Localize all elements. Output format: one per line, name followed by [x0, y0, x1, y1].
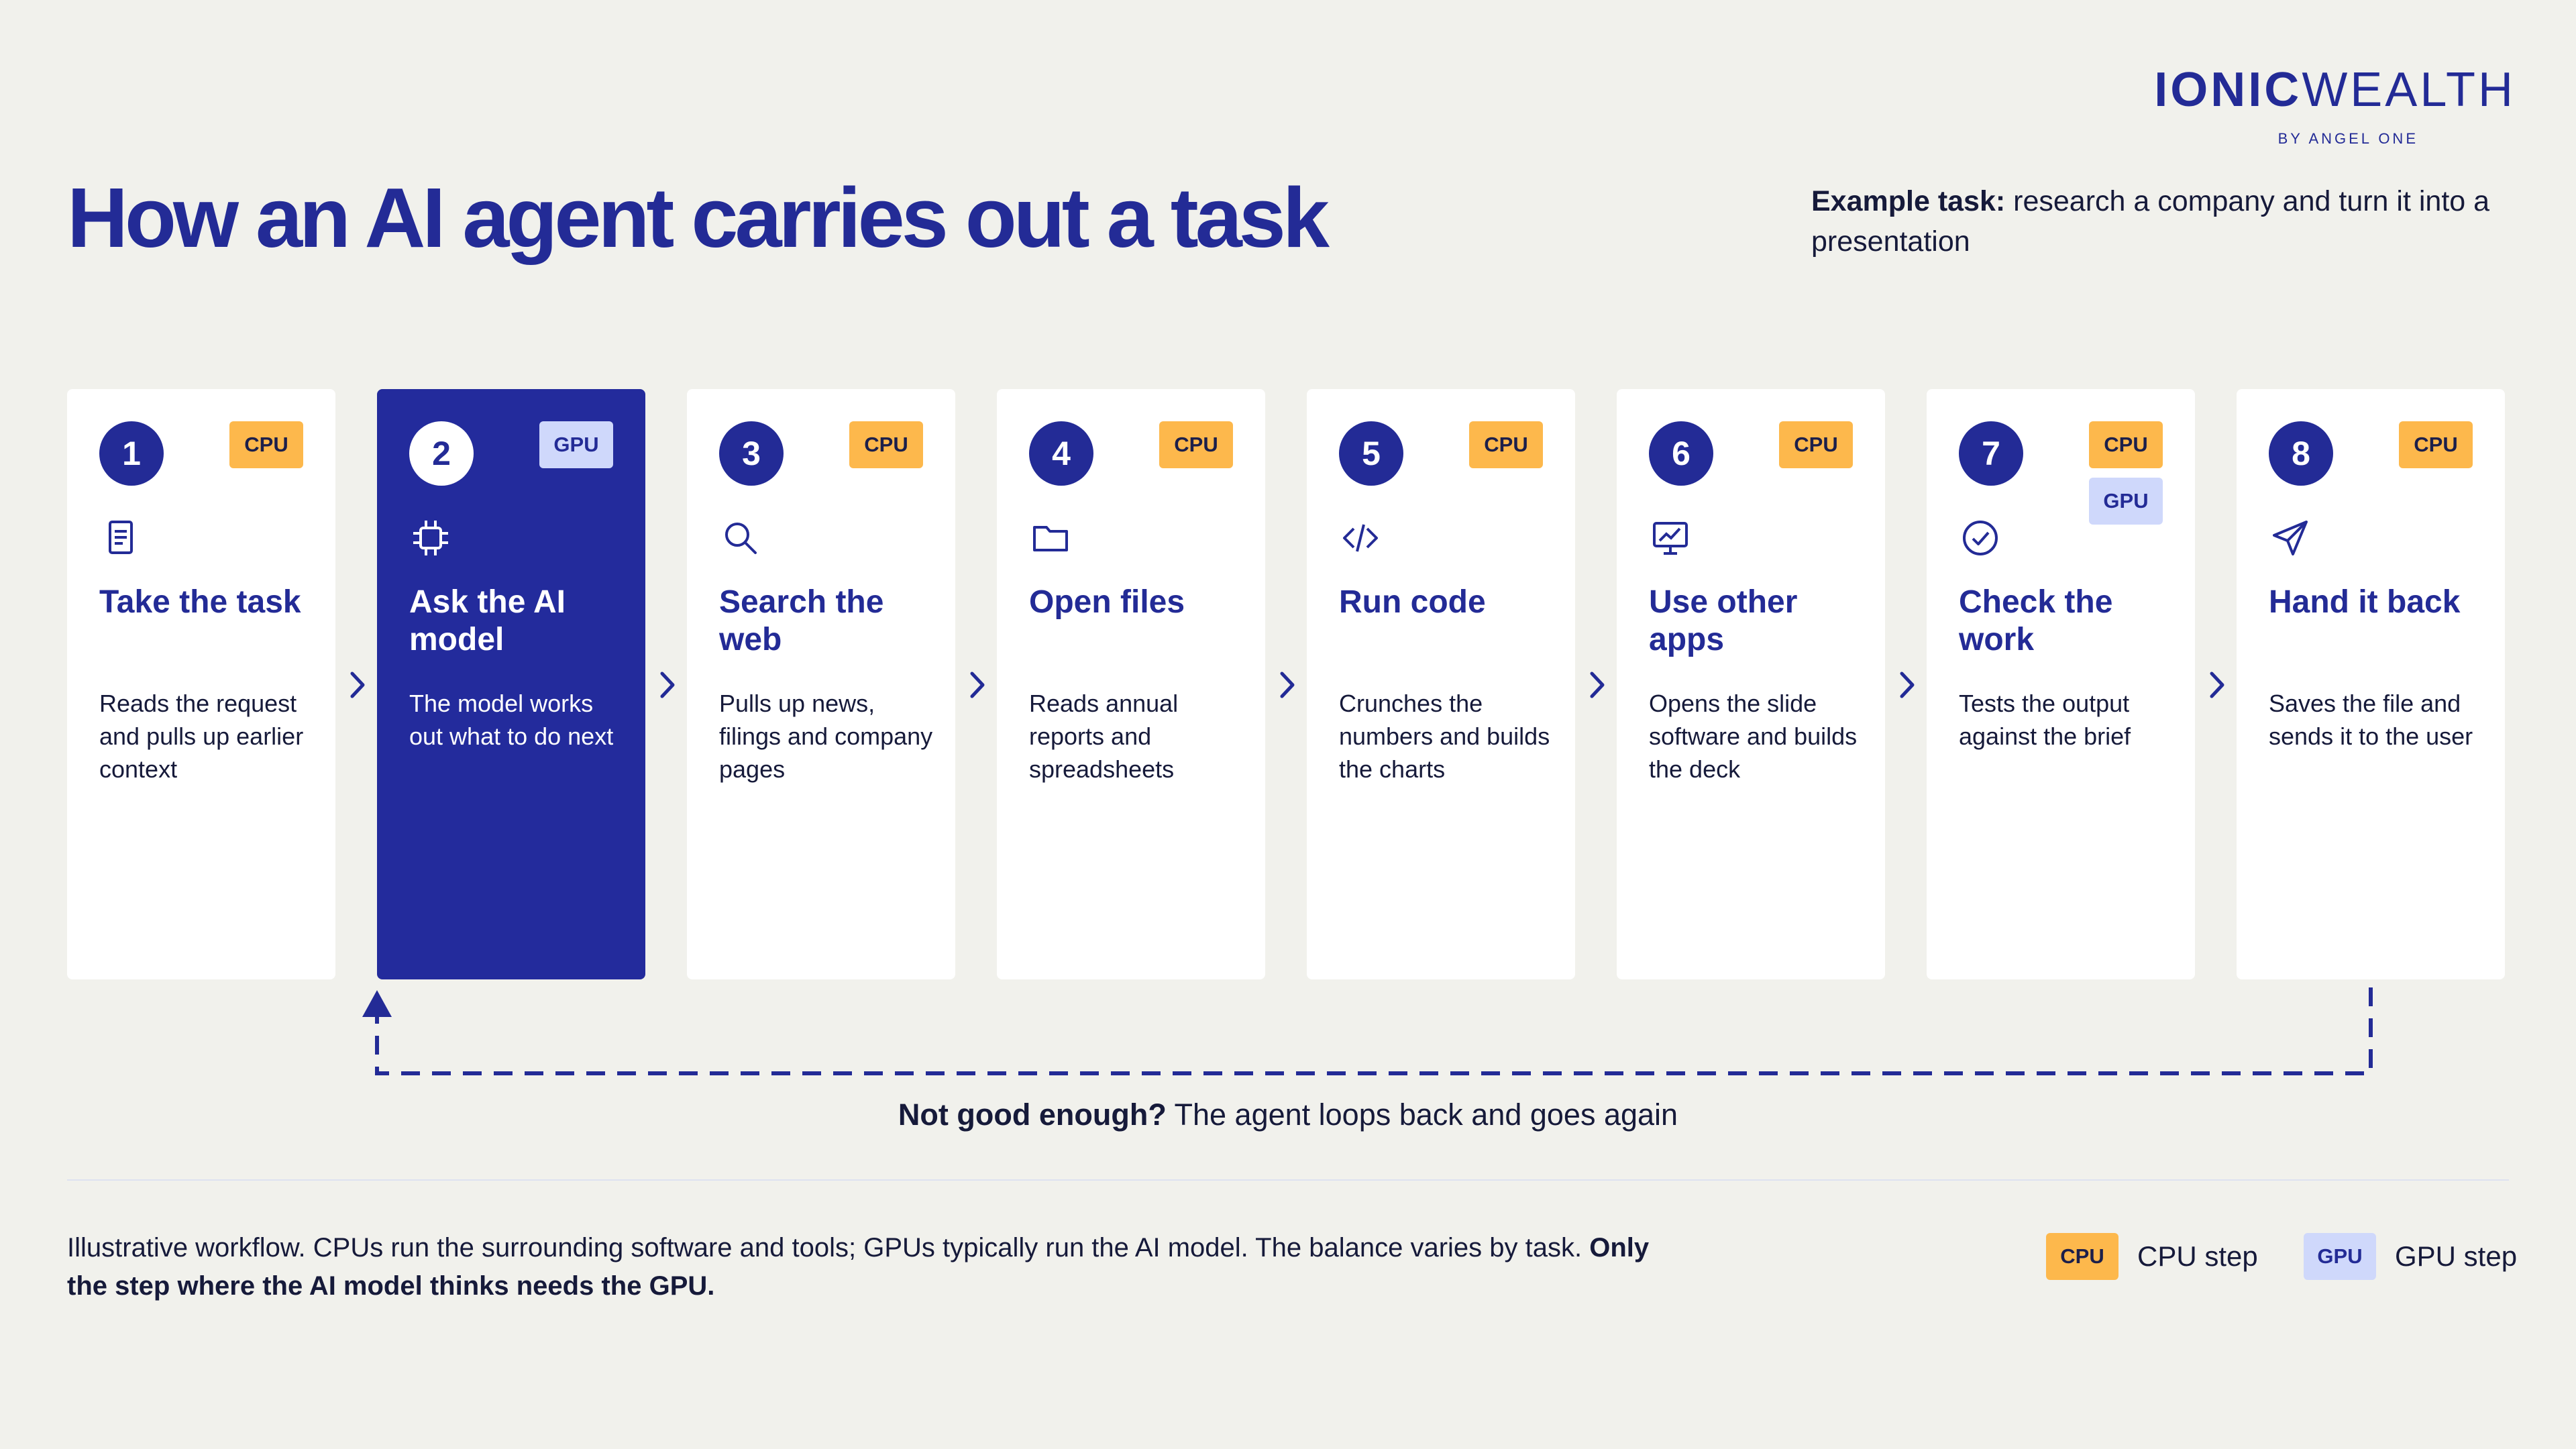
step-number: 1: [99, 421, 164, 486]
step-card-4: 4 CPU Open files Reads annual reports and s…: [997, 389, 1265, 979]
step-description: Opens the slide software and builds the …: [1649, 690, 1858, 783]
logo-subtitle: BY ANGEL ONE: [2277, 130, 2418, 147]
step-badges: GPU: [539, 421, 613, 468]
step-description: Saves the file and sends it to the user: [2269, 690, 2473, 750]
step-title: Hand it back: [2269, 584, 2461, 620]
step-badges: CPU: [849, 421, 923, 468]
step-number: 5: [1339, 421, 1403, 486]
step-badges: CPU GPU: [2089, 421, 2163, 525]
example-task-label: Example task:: [1811, 185, 2006, 217]
loop-caption-text: The agent loops back and goes again: [1166, 1097, 1678, 1132]
step-number: 6: [1649, 421, 1713, 486]
gpu-badge: GPU: [539, 421, 613, 468]
chevron-right-icon: [970, 672, 985, 698]
step-title: Take the task: [99, 584, 301, 620]
cpu-badge: CPU: [2399, 421, 2473, 468]
legend-cpu-badge: CPU: [2046, 1233, 2118, 1280]
divider: [67, 1179, 2509, 1181]
chevron-right-icon: [660, 672, 675, 698]
step-badges: CPU: [1469, 421, 1543, 468]
step-number: 4: [1029, 421, 1093, 486]
logo-main-thin: WEALTH: [2302, 63, 2516, 117]
step-description: Crunches the numbers and builds the char…: [1339, 690, 1550, 783]
example-task-text: research a company and turn it into a pr…: [1811, 185, 2490, 258]
step-number: 2: [409, 421, 474, 486]
chevron-right-icon: [1280, 672, 1295, 698]
step-description: The model works out what to do next: [409, 690, 614, 750]
step-description: Reads annual reports and spreadsheets: [1029, 690, 1179, 783]
chip-icon: [409, 517, 452, 559]
chevron-right-icon: [1590, 672, 1605, 698]
cpu-badge: CPU: [1469, 421, 1543, 468]
step-card-5: 5 CPU Run code Crunches the numbers and bui…: [1307, 389, 1575, 979]
page-title: How an AI agent carries out a task: [67, 170, 1330, 265]
step-card-2: 2 GPU Ask the AI model The model works out …: [377, 389, 645, 979]
step-number: 7: [1959, 421, 2023, 486]
step-title: Open files: [1029, 584, 1185, 620]
step-title: Check the work: [1959, 584, 2113, 657]
legend-cpu: CPU CPU step: [2046, 1233, 2258, 1280]
monitor-chart-icon: [1649, 517, 1692, 559]
logo-wordmark: IONICWEALTH: [2154, 66, 2516, 114]
document-icon: [99, 517, 142, 559]
step-card-7: 7 CPU GPU Check the work Tests the output ag…: [1927, 389, 2195, 979]
step-title: Use other apps: [1649, 584, 1798, 657]
legend-gpu-badge: GPU: [2304, 1233, 2376, 1280]
footnote-text: Illustrative workflow. CPUs run the surr…: [67, 1233, 1590, 1263]
legend-gpu-label: GPU step: [2395, 1240, 2518, 1272]
legend-gpu: GPU GPU step: [2304, 1233, 2517, 1280]
logo: IONICWEALTH BY ANGEL ONE: [2154, 66, 2516, 153]
footnote: Illustrative workflow. CPUs run the surr…: [67, 1229, 1690, 1305]
step-card-3: 3 CPU Search the web Pulls up news, filings…: [687, 389, 955, 979]
step-description: Tests the output against the brief: [1959, 690, 2131, 750]
step-description: Pulls up news, filings and company pages: [719, 690, 933, 783]
cpu-badge: CPU: [1779, 421, 1853, 468]
chevron-right-icon: [2210, 672, 2224, 698]
step-description: Reads the request and pulls up earlier c…: [99, 690, 304, 783]
step-badges: CPU: [2399, 421, 2473, 468]
loop-caption-bold: Not good enough?: [898, 1097, 1167, 1132]
cpu-badge: CPU: [229, 421, 303, 468]
chevron-right-icon: [350, 672, 365, 698]
step-card-1: 1 CPU Take the task Reads the request and p…: [67, 389, 335, 979]
step-card-8: 8 CPU Hand it back Saves the file and sends…: [2237, 389, 2505, 979]
search-icon: [719, 517, 762, 559]
check-circle-icon: [1959, 517, 2002, 559]
step-title: Run code: [1339, 584, 1486, 620]
step-card-6: 6 CPU Use other apps Opens the slide softwa…: [1617, 389, 1885, 979]
code-icon: [1339, 517, 1382, 559]
send-icon: [2269, 517, 2312, 559]
cpu-badge: CPU: [2089, 421, 2163, 468]
loop-caption: Not good enough? The agent loops back an…: [0, 1097, 2576, 1132]
step-badges: CPU: [1779, 421, 1853, 468]
step-title: Search the web: [719, 584, 884, 657]
step-badges: CPU: [1159, 421, 1233, 468]
step-number: 8: [2269, 421, 2333, 486]
chevron-right-icon: [1900, 672, 1915, 698]
logo-main-bold: IONIC: [2154, 63, 2302, 117]
example-task: Example task: research a company and tur…: [1811, 181, 2522, 262]
step-badges: CPU: [229, 421, 303, 468]
cpu-badge: CPU: [849, 421, 923, 468]
step-number: 3: [719, 421, 784, 486]
footnote-bold: Only the step where the AI model thinks …: [67, 1233, 1650, 1301]
folder-icon: [1029, 517, 1072, 559]
cpu-badge: CPU: [1159, 421, 1233, 468]
legend-cpu-label: CPU step: [2137, 1240, 2258, 1272]
step-title: Ask the AI model: [409, 584, 566, 657]
gpu-badge: GPU: [2089, 478, 2163, 525]
